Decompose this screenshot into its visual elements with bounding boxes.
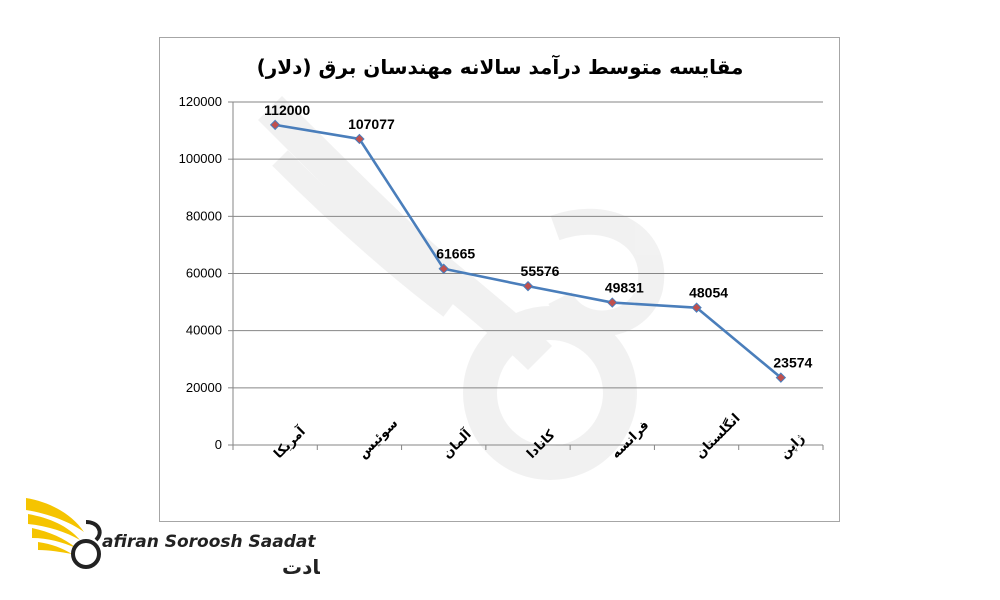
y-tick-label: 20000 (186, 380, 222, 395)
wing-emblem-icon (26, 498, 102, 569)
y-axis: 0 20000 40000 60000 80000 100000 120000 (179, 94, 234, 452)
x-tick-label: آلمان (439, 425, 475, 461)
watermark-emblem-icon (257, 95, 665, 480)
y-tick-label: 0 (215, 437, 222, 452)
y-tick-label: 120000 (179, 94, 222, 109)
line-chart: مقایسه متوسط درآمد سالانه مهندسان برق (د… (179, 54, 824, 480)
data-point-marker (691, 302, 702, 313)
data-point-marker (607, 297, 618, 308)
data-label: 23574 (773, 355, 812, 371)
y-tick-label: 40000 (186, 323, 222, 338)
x-tick-label: سوئیس (356, 416, 402, 462)
y-tick-label: 80000 (186, 208, 222, 223)
data-point-marker (775, 372, 787, 383)
data-label: 55576 (521, 263, 560, 279)
data-label: 61665 (436, 246, 475, 262)
x-tick-label: انگلستان (692, 410, 743, 461)
x-tick-label: ژاپن (777, 431, 808, 462)
x-axis: آمریکا سوئیس آلمان کانادا فرانسه انگلستان ژاپن (232, 410, 824, 462)
logo-name-english: afiran Soroosh Saadat (102, 532, 316, 552)
data-point-marker (354, 133, 365, 145)
data-point-marker (522, 280, 534, 292)
data-label: 48054 (689, 285, 728, 301)
y-tick-label: 60000 (186, 266, 222, 281)
data-point-marker (438, 263, 449, 274)
data-label: 49831 (605, 280, 644, 296)
data-point-marker (269, 119, 281, 131)
logo-name-persian: سفیران سروش سعادت (282, 555, 320, 579)
chart-title: مقایسه متوسط درآمد سالانه مهندسان برق (د… (257, 54, 744, 79)
chart-frame: مقایسه متوسط درآمد سالانه مهندسان برق (د… (159, 37, 840, 522)
company-logo: afiran Soroosh Saadat سفیران سروش سعادت (26, 498, 320, 579)
x-tick-label: آمریکا (270, 423, 309, 462)
data-label: 107077 (348, 116, 395, 132)
y-tick-label: 100000 (179, 151, 222, 166)
data-labels: 112000 107077 61665 55576 49831 48054 23574 (264, 102, 812, 371)
data-label: 112000 (264, 102, 310, 118)
series-layer (269, 119, 787, 383)
